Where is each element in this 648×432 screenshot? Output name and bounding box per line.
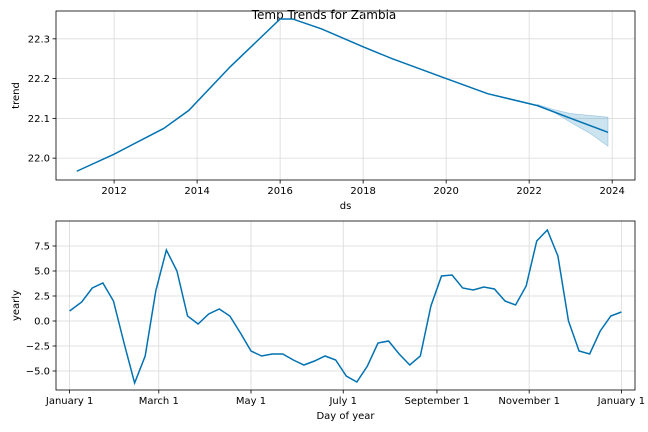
trend-y-tick-label: 22.0 (28, 154, 50, 165)
trend-x-tick-label: 2024 (599, 186, 624, 197)
yearly-x-axis-label: Day of year (316, 411, 375, 422)
yearly-x-axis-ticks: January 1 March 1 May 1 July 1 September 1 No… (45, 390, 645, 407)
yearly-x-tick-label: March 1 (139, 396, 179, 407)
trend-y-tick-label: 22.3 (28, 34, 50, 45)
trend-x-tick-label: 2014 (184, 186, 209, 197)
yearly-x-tick-label: January 1 (45, 396, 93, 407)
yearly-x-tick-label: July 1 (328, 396, 357, 407)
yearly-y-tick-label: −5.0 (26, 367, 50, 378)
trend-y-axis-ticks: 22.0 22.1 22.2 22.3 (28, 34, 56, 165)
figure-title: Temp Trends for Zambia (251, 8, 397, 22)
yearly-y-tick-label: −2.5 (26, 342, 50, 353)
trend-x-tick-label: 2020 (433, 186, 458, 197)
trend-gridlines (56, 11, 635, 180)
trend-line (76, 18, 609, 172)
trend-x-tick-label: 2022 (516, 186, 541, 197)
trend-x-tick-label: 2018 (350, 186, 375, 197)
trend-x-tick-label: 2012 (101, 186, 126, 197)
trend-y-tick-label: 22.2 (28, 74, 50, 85)
trend-y-tick-label: 22.1 (28, 114, 50, 125)
trend-y-axis-label: trend (11, 82, 22, 109)
trend-x-axis-ticks: 2012 2014 2016 2018 2020 2022 2024 (101, 180, 625, 197)
yearly-x-tick-label: May 1 (236, 396, 266, 407)
yearly-plot-frame (55, 220, 636, 391)
trend-x-axis-label: ds (340, 201, 352, 212)
trend-plot-frame (55, 10, 636, 181)
trend-panel: 2012 2014 2016 2018 2020 2022 2024 22.022.122.… (11, 10, 636, 212)
yearly-x-tick-label: November 1 (498, 396, 560, 407)
yearly-gridlines (56, 221, 635, 390)
yearly-panel: January 1 March 1 May 1 July 1 September 1 No… (11, 220, 645, 422)
yearly-y-axis-ticks: −5.0 −2.5 0.0 2.5 5.0 7.5 (26, 242, 56, 378)
yearly-y-tick-label: 7.5 (34, 242, 50, 253)
yearly-y-axis-label: yearly (11, 290, 22, 321)
yearly-x-tick-label: September 1 (405, 396, 470, 407)
trend-uncertainty-band (537, 104, 609, 147)
yearly-x-tick-label: January 1 (597, 396, 645, 407)
trend-x-tick-label: 2016 (267, 186, 292, 197)
yearly-line (69, 228, 622, 386)
yearly-y-tick-label: 0.0 (34, 317, 50, 328)
yearly-y-tick-label: 5.0 (34, 267, 50, 278)
yearly-y-tick-label: 2.5 (34, 292, 50, 303)
